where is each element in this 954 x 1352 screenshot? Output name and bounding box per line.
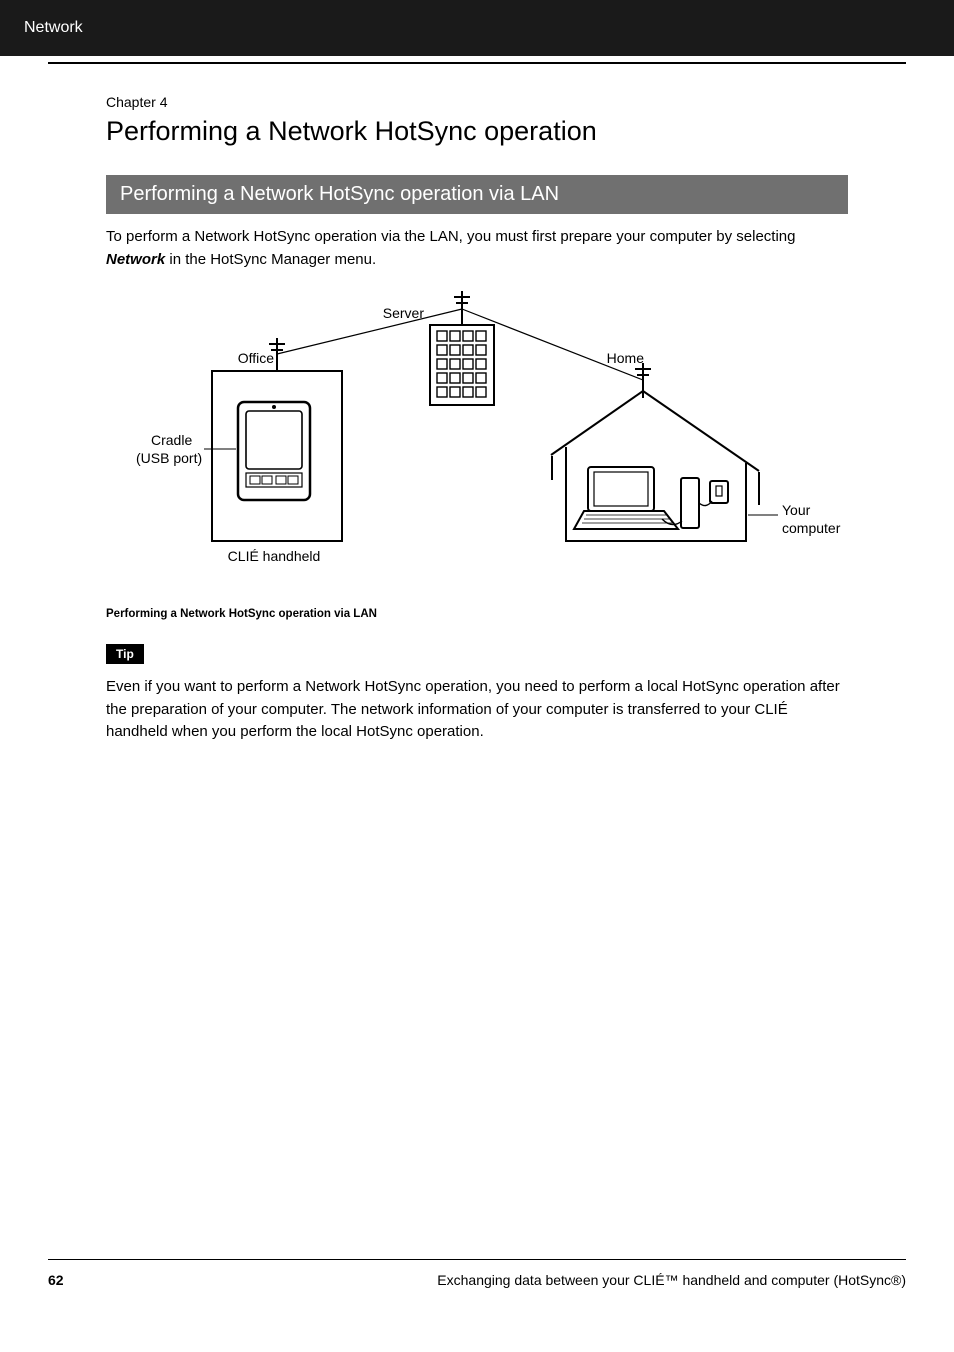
diagram-svg: Office Server Home Cradle (USB port) CLI… [106, 283, 846, 603]
label-home: Home [607, 350, 645, 366]
label-office: Office [238, 350, 275, 366]
intro-emph: Network [106, 251, 165, 268]
intro-after: in the HotSync Manager menu. [165, 251, 376, 268]
label-cradle1: Cradle [151, 432, 192, 448]
page-number: 62 [48, 1272, 64, 1288]
intro-before: To perform a Network HotSync operation v… [106, 228, 795, 245]
chapter-title: Performing a Network HotSync operation [106, 116, 848, 147]
header-section-label: Network [24, 19, 83, 37]
tip-block: Tip Even if you want to perform a Networ… [106, 638, 848, 744]
chapter-number: Chapter 4 [106, 94, 848, 110]
tip-label: Tip [106, 644, 144, 664]
label-server: Server [383, 305, 425, 321]
label-computer: computer [782, 520, 841, 536]
label-cradle2: (USB port) [136, 450, 202, 466]
diagram-caption: Performing a Network HotSync operation v… [106, 608, 846, 620]
label-your: Your [782, 502, 811, 518]
intro-paragraph: To perform a Network HotSync operation v… [106, 226, 848, 271]
network-diagram: Office Server Home Cradle (USB port) CLI… [106, 283, 846, 620]
label-clie: CLIÉ handheld [228, 548, 321, 564]
tip-text: Even if you want to perform a Network Ho… [106, 676, 848, 744]
page-footer: 62 Exchanging data between your CLIÉ™ ha… [48, 1259, 906, 1288]
chapter-block: Chapter 4 Performing a Network HotSync o… [0, 94, 954, 744]
section-heading: Performing a Network HotSync operation v… [106, 175, 848, 214]
footer-title: Exchanging data between your CLIÉ™ handh… [437, 1272, 906, 1288]
header-rule [48, 62, 906, 64]
header-black-bar: Network [0, 0, 954, 56]
